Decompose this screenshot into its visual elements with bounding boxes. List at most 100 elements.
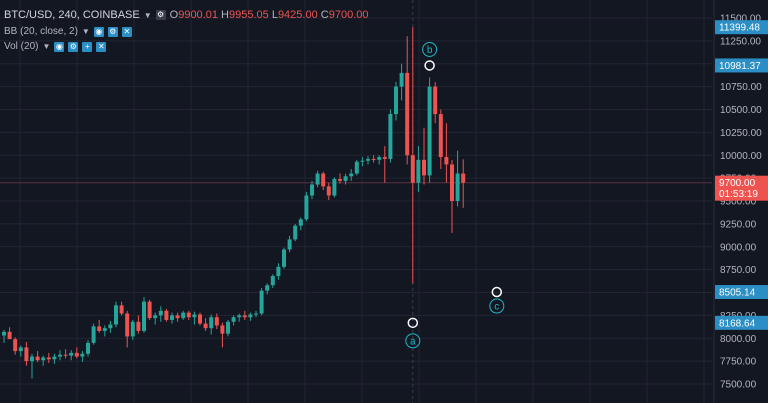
indicator-vol-label[interactable]: Vol (20): [4, 41, 39, 52]
candle-body: [259, 290, 264, 314]
candle-body: [158, 310, 163, 316]
wave-label-b: b: [427, 45, 433, 56]
candle-body: [231, 317, 236, 322]
candle-body: [293, 225, 298, 240]
price-badge-label: 10981.37: [719, 61, 761, 72]
eye-icon[interactable]: ◉: [54, 41, 65, 52]
candle-body: [343, 176, 348, 181]
settings-icon[interactable]: ⚙: [107, 26, 118, 37]
candle-body: [360, 160, 365, 162]
candle-body: [142, 301, 146, 331]
price-badge: [715, 186, 768, 201]
candle-body: [270, 276, 275, 286]
price-badge-label: 01:53:19: [719, 189, 758, 200]
candle-body: [237, 315, 242, 318]
candle-body: [332, 179, 337, 196]
settings-icon[interactable]: ⚙: [68, 41, 79, 52]
price-badge-label: 8168.64: [719, 318, 756, 329]
price-tick-label: 9500.00: [720, 197, 757, 208]
ohlc-values: O9900.01 H9955.05 L9425.00 C9700.00: [169, 9, 369, 21]
candle-body: [304, 195, 309, 220]
elliott-wave-markers[interactable]: a b c: [405, 41, 505, 349]
candle-body: [147, 301, 152, 319]
add-icon[interactable]: +: [82, 41, 93, 52]
candle-body: [354, 161, 359, 174]
candle-body: [399, 72, 404, 87]
candle-body: [130, 321, 135, 337]
price-badge-label: 9700.00: [719, 178, 756, 189]
candle-body: [192, 314, 197, 318]
candle-body: [209, 317, 214, 329]
price-tick-label: 7750.00: [720, 357, 757, 368]
candle-body: [24, 347, 29, 362]
eye-icon[interactable]: ◉: [93, 26, 104, 37]
price-badge: [715, 285, 768, 300]
candle-body: [108, 324, 113, 329]
candle-body: [461, 173, 466, 183]
candle-body: [438, 114, 443, 158]
candle-body: [175, 315, 180, 319]
open-value: 9900.01: [178, 9, 218, 21]
price-axis[interactable]: 11500.0011250.0011000.0010750.0010500.00…: [713, 0, 768, 403]
wave-point-c: [491, 286, 503, 298]
chevron-down-icon[interactable]: ▼: [143, 10, 152, 20]
candle-body: [91, 326, 96, 343]
candle-body: [30, 356, 34, 362]
candle-body: [181, 312, 186, 319]
price-tick-label: 7500.00: [720, 380, 757, 391]
candle-body: [80, 353, 85, 357]
indicator-bb-label[interactable]: BB (20, close, 2): [4, 26, 78, 37]
price-tick-label: 8750.00: [720, 265, 757, 276]
candle-body: [220, 325, 225, 334]
candle-body: [226, 321, 230, 334]
chevron-down-icon[interactable]: ▼: [81, 27, 90, 36]
price-tick-label: 9250.00: [720, 219, 757, 230]
price-badge: [715, 20, 768, 35]
close-icon[interactable]: ✕: [96, 41, 107, 52]
candle-body: [35, 356, 40, 361]
price-tick-label: 10500.00: [720, 105, 762, 116]
candle-body: [52, 356, 57, 360]
price-badge-label: 11399.48: [719, 23, 760, 34]
close-icon[interactable]: ✕: [121, 26, 132, 37]
candle-body: [58, 354, 62, 357]
candle-body: [377, 157, 382, 160]
price-tick-label: 10750.00: [720, 82, 762, 93]
low-value: 9425.00: [277, 9, 318, 21]
settings-icon[interactable]: ⚙: [155, 10, 166, 20]
indicator-bb: BB (20, close, 2) ▼ ◉ ⚙ ✕: [4, 26, 132, 37]
candle-body: [46, 357, 51, 360]
candle-body: [315, 173, 320, 185]
candle-body: [321, 173, 326, 187]
candle-body: [349, 173, 354, 177]
price-tick-label: 9000.00: [720, 242, 757, 253]
candle-body: [371, 158, 376, 160]
candle-body: [410, 155, 415, 183]
wave-label-c: c: [494, 302, 499, 313]
candle-body: [114, 305, 118, 325]
candle-body: [164, 310, 169, 320]
candle-body: [97, 326, 102, 331]
candle-body: [394, 86, 398, 115]
close-value: 9700.00: [328, 9, 369, 21]
candle-body: [276, 266, 281, 277]
candle-body: [366, 158, 370, 161]
candle-body: [444, 157, 449, 165]
candle-body: [433, 86, 438, 115]
candle-body: [125, 313, 130, 337]
candle-body: [63, 354, 68, 356]
candle-body: [455, 173, 460, 201]
chevron-down-icon[interactable]: ▼: [42, 42, 51, 51]
candle-body: [69, 352, 74, 356]
candle-body: [41, 357, 46, 361]
candle-body: [102, 328, 107, 331]
symbol-title[interactable]: BTC/USD, 240, COINBASE: [4, 9, 140, 21]
price-badge: [715, 58, 768, 73]
price-tick-label: 11250.00: [720, 36, 761, 47]
candle-body: [74, 352, 79, 357]
price-badge: [715, 315, 768, 330]
candle-body: [310, 184, 314, 196]
candle-body: [287, 239, 292, 250]
wave-label-circle-b: [422, 41, 438, 57]
